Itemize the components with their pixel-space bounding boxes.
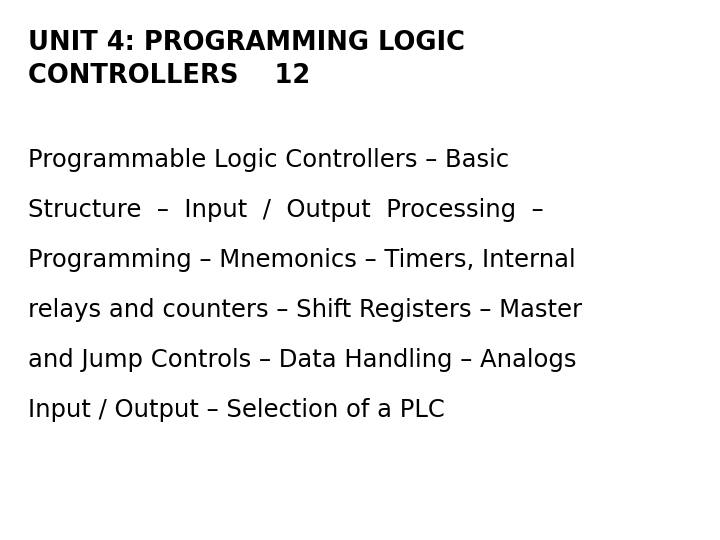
Text: Input / Output – Selection of a PLC: Input / Output – Selection of a PLC xyxy=(28,398,445,422)
Text: UNIT 4: PROGRAMMING LOGIC
CONTROLLERS    12: UNIT 4: PROGRAMMING LOGIC CONTROLLERS 12 xyxy=(28,30,465,89)
Text: Programmable Logic Controllers – Basic: Programmable Logic Controllers – Basic xyxy=(28,148,509,172)
Text: relays and counters – Shift Registers – Master: relays and counters – Shift Registers – … xyxy=(28,298,582,322)
Text: and Jump Controls – Data Handling – Analogs: and Jump Controls – Data Handling – Anal… xyxy=(28,348,577,372)
Text: Structure  –  Input  /  Output  Processing  –: Structure – Input / Output Processing – xyxy=(28,198,544,222)
Text: Programming – Mnemonics – Timers, Internal: Programming – Mnemonics – Timers, Intern… xyxy=(28,248,575,272)
